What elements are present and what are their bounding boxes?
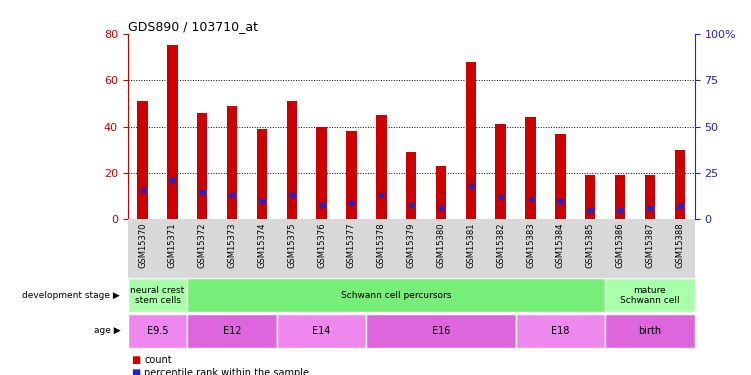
Text: E9.5: E9.5 — [146, 326, 168, 336]
Text: GSM15379: GSM15379 — [407, 222, 415, 268]
Bar — [406, 152, 416, 219]
Point — [495, 194, 507, 200]
Text: age ▶: age ▶ — [94, 326, 120, 335]
Point — [167, 177, 179, 183]
Point — [226, 192, 238, 198]
Text: birth: birth — [638, 326, 662, 336]
Bar — [605, 314, 695, 348]
Text: E14: E14 — [312, 326, 331, 336]
Bar — [137, 101, 148, 219]
Text: GSM15375: GSM15375 — [288, 222, 297, 268]
Text: count: count — [144, 355, 172, 365]
Bar — [187, 278, 605, 312]
Bar — [128, 278, 187, 312]
Point — [406, 201, 418, 207]
Text: GSM15383: GSM15383 — [526, 222, 535, 268]
Text: neural crest
stem cells: neural crest stem cells — [131, 286, 185, 305]
Bar — [316, 127, 327, 219]
Bar — [436, 166, 446, 219]
Text: mature
Schwann cell: mature Schwann cell — [620, 286, 680, 305]
Bar — [585, 175, 596, 219]
Bar — [674, 150, 685, 219]
Point — [286, 192, 298, 198]
Text: GSM15385: GSM15385 — [586, 222, 595, 268]
Bar — [287, 101, 297, 219]
Point — [674, 203, 686, 209]
Bar — [496, 124, 506, 219]
Bar — [376, 115, 387, 219]
Text: percentile rank within the sample: percentile rank within the sample — [144, 368, 309, 375]
Bar — [615, 175, 626, 219]
Text: GSM15381: GSM15381 — [466, 222, 475, 268]
Bar — [197, 112, 207, 219]
Bar — [227, 106, 237, 219]
Text: GSM15386: GSM15386 — [616, 222, 625, 268]
Point — [256, 198, 268, 204]
Text: ■: ■ — [131, 355, 140, 365]
Point — [435, 205, 447, 211]
Text: E12: E12 — [223, 326, 241, 336]
Bar — [277, 314, 366, 348]
Point — [315, 201, 327, 207]
Text: GDS890 / 103710_at: GDS890 / 103710_at — [128, 20, 258, 33]
Point — [584, 207, 596, 213]
Point — [524, 196, 536, 202]
Text: GSM15371: GSM15371 — [168, 222, 177, 268]
Point — [465, 183, 477, 189]
Text: Schwann cell percursors: Schwann cell percursors — [341, 291, 451, 300]
Text: GSM15370: GSM15370 — [138, 222, 147, 268]
Point — [554, 198, 566, 204]
Text: GSM15378: GSM15378 — [377, 222, 386, 268]
Bar — [466, 62, 476, 219]
Text: GSM15384: GSM15384 — [556, 222, 565, 268]
Bar — [516, 314, 605, 348]
Text: E16: E16 — [432, 326, 450, 336]
Point — [376, 192, 388, 198]
Bar — [525, 117, 535, 219]
Bar — [167, 45, 178, 219]
Text: GSM15382: GSM15382 — [496, 222, 505, 268]
Text: development stage ▶: development stage ▶ — [23, 291, 120, 300]
Text: GSM15388: GSM15388 — [675, 222, 684, 268]
Text: ■: ■ — [131, 368, 140, 375]
Point — [614, 207, 626, 213]
Bar — [346, 131, 357, 219]
Bar — [128, 314, 187, 348]
Text: GSM15376: GSM15376 — [317, 222, 326, 268]
Text: GSM15373: GSM15373 — [228, 222, 237, 268]
Text: GSM15374: GSM15374 — [258, 222, 267, 268]
Text: GSM15387: GSM15387 — [645, 222, 654, 268]
Bar — [644, 175, 655, 219]
Bar — [605, 278, 695, 312]
Text: GSM15380: GSM15380 — [436, 222, 445, 268]
Text: GSM15372: GSM15372 — [198, 222, 207, 268]
Bar — [366, 314, 516, 348]
Bar — [187, 314, 277, 348]
Bar — [555, 134, 566, 219]
Text: E18: E18 — [551, 326, 569, 336]
Point — [345, 200, 357, 206]
Point — [196, 189, 208, 195]
Point — [137, 187, 149, 193]
Text: GSM15377: GSM15377 — [347, 222, 356, 268]
Point — [644, 205, 656, 211]
Bar — [257, 129, 267, 219]
